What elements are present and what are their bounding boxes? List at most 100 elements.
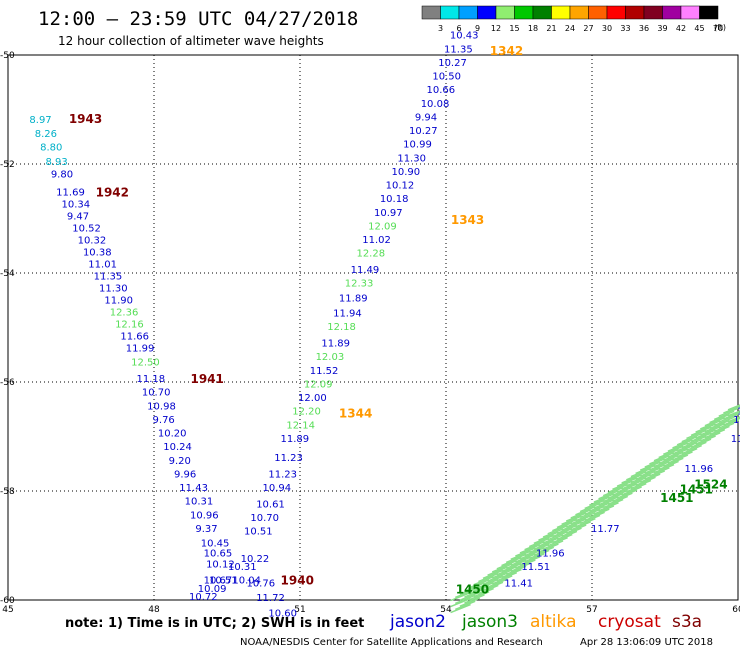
wave-height-point: 9.20 — [169, 456, 191, 467]
track-mark — [464, 582, 485, 592]
colorbar-label: 21 — [546, 24, 556, 33]
colorbar-label: 24 — [565, 24, 575, 33]
track-mark — [709, 425, 730, 436]
track-mark — [556, 530, 578, 541]
x-tick-label: 54 — [440, 605, 452, 615]
track-mark — [579, 502, 601, 513]
wave-height-point: 11.96 — [684, 464, 713, 475]
wave-height-point: 10.99 — [403, 140, 432, 151]
track-mark — [570, 515, 592, 525]
wave-height-point: 10.31 — [228, 562, 257, 573]
plot-area: 45 48 51 54 57 60 -50 -52 -54 -56 -58 -60 8.97 8.26 8… — [0, 31, 740, 620]
y-tick-label: -60 — [0, 596, 15, 606]
colorbar-swatch — [551, 5, 571, 20]
wave-height-point: 11.52 — [310, 366, 339, 377]
colorbar-swatch — [606, 5, 626, 20]
track-mark — [663, 457, 684, 467]
colorbar-label: 27 — [583, 24, 593, 33]
track-mark — [635, 476, 656, 487]
track-mark — [501, 562, 522, 573]
wave-height-point: 11.77 — [591, 524, 620, 535]
track-mark — [547, 525, 568, 535]
track-mark — [681, 438, 703, 449]
track-mark — [695, 429, 716, 439]
track-mark — [602, 492, 624, 503]
wave-height-point: 12.36 — [110, 308, 139, 319]
y-tick-label: -54 — [0, 269, 15, 279]
wave-height-point: 10.34 — [62, 200, 91, 211]
wave-height-point: 10.96 — [190, 510, 219, 521]
track-mark — [584, 511, 605, 522]
colorbar-swatch — [643, 5, 663, 20]
wave-height-point: 11.69 — [56, 188, 85, 199]
track-mark — [686, 441, 707, 452]
x-tick-label: 45 — [2, 605, 13, 615]
wave-height-point: 11.23 — [274, 453, 303, 464]
wave-height-point: 10.72 — [189, 592, 218, 603]
track-mark — [482, 569, 504, 579]
track-mark — [630, 467, 652, 478]
wave-height-point: 9.47 — [67, 212, 89, 223]
track-mark — [681, 432, 703, 443]
wave-height-point: 12.20 — [292, 407, 321, 418]
track-mark — [598, 490, 619, 500]
track-mark — [542, 534, 564, 544]
y-tick-label: -58 — [0, 487, 15, 497]
track-mark — [727, 410, 740, 417]
track-mark — [482, 575, 504, 585]
wave-height-point: 11.35 — [94, 272, 123, 283]
x-tick-label: 60 — [732, 605, 740, 615]
track-mark — [584, 505, 605, 516]
track-mark — [501, 556, 522, 567]
track-mark — [626, 471, 647, 481]
track-mark — [621, 474, 642, 484]
pass-label: 1342 — [490, 44, 523, 58]
wave-height-point: 11.99 — [126, 343, 155, 354]
track-mark — [570, 509, 592, 519]
wave-height-point: 10.32 — [78, 236, 107, 247]
colorbar-swatch — [514, 5, 534, 20]
pass-label: 1943 — [69, 112, 102, 126]
track-mark — [686, 429, 707, 440]
pass-label: 1450 — [456, 582, 489, 596]
track-mark — [505, 559, 527, 570]
track-mark — [570, 521, 592, 531]
pass-label: 1451 — [660, 491, 693, 505]
track-mark — [635, 470, 656, 481]
track-mark — [649, 455, 670, 465]
track-mark — [621, 486, 642, 496]
track-mark — [538, 531, 559, 541]
track-mark — [644, 458, 666, 468]
wave-height-point: 10.38 — [83, 248, 112, 259]
wave-height-point: 11.49 — [351, 265, 380, 276]
track-mark — [464, 594, 485, 604]
wave-height-point: 11.90 — [104, 296, 133, 307]
colorbar-swatch — [625, 5, 645, 20]
track-mark — [667, 454, 689, 464]
wave-height-point: 11.89 — [339, 293, 368, 304]
track-mark — [491, 569, 513, 579]
wave-height-point: 10.08 — [421, 99, 450, 110]
track-mark — [533, 540, 555, 550]
legend-jason2: jason2 — [389, 612, 446, 632]
track-mark — [487, 578, 508, 588]
wave-height-point: 11.23 — [268, 469, 297, 480]
wave-height-point: 12.28 — [356, 249, 385, 260]
track-mark — [589, 496, 610, 506]
wave-height-point: 8.93 — [45, 157, 67, 168]
track-mark — [450, 591, 471, 602]
colorbar-label: 6 — [456, 24, 461, 33]
colorbar-swatch — [477, 5, 497, 20]
data-points: 8.978.268.808.939.8011.6910.349.4710.521… — [29, 31, 740, 620]
track-mark — [491, 575, 513, 585]
track-mark — [653, 452, 675, 462]
x-tick-label: 48 — [148, 605, 160, 615]
track-mark — [598, 502, 619, 512]
track-mark — [602, 498, 624, 509]
track-mark — [565, 524, 587, 534]
wave-height-point: 10.98 — [147, 401, 176, 412]
track-mark — [607, 483, 629, 494]
wave-height-point: 10.09 — [198, 584, 227, 595]
y-tick-label: -56 — [0, 378, 15, 388]
wave-height-point: 10.61 — [256, 499, 285, 510]
